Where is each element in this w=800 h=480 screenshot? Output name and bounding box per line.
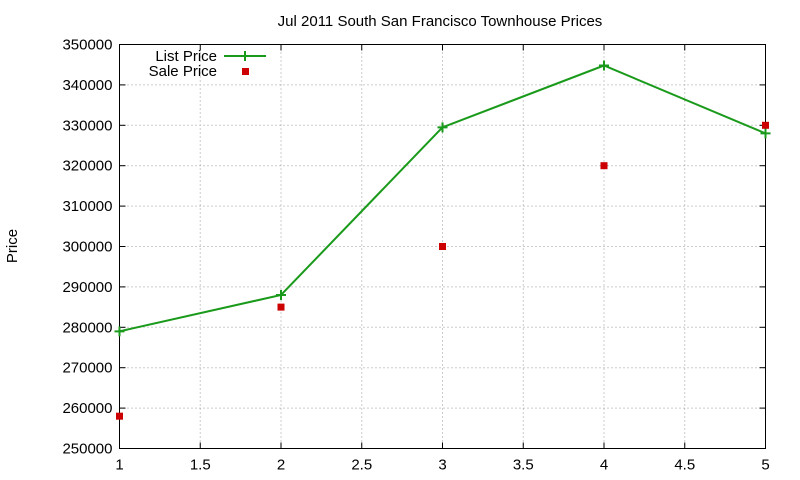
x-tick-label: 3.5 xyxy=(513,457,534,474)
legend-label-list-price: List Price xyxy=(155,48,217,65)
list-price-point xyxy=(437,122,448,133)
legend: List Price Sale Price xyxy=(149,48,266,80)
x-tick-label: 3 xyxy=(438,457,446,474)
x-tick-label: 1 xyxy=(115,457,123,474)
sale-price-point xyxy=(762,121,769,129)
x-tick-label: 5 xyxy=(761,457,769,474)
legend-label-sale-price: Sale Price xyxy=(149,63,217,80)
grid xyxy=(119,44,766,449)
legend-marker-list-price xyxy=(240,51,250,61)
y-tick-label: 290000 xyxy=(62,279,112,296)
x-tick-label: 4.5 xyxy=(674,457,695,474)
y-axis-label: Price xyxy=(4,229,21,263)
axis-ticks: 1 1.5 2 2.5 3 3.5 4 4.5 5 250000 260000 270000 28000… xyxy=(62,37,769,474)
y-tick-label: 270000 xyxy=(62,360,112,377)
sale-price-point xyxy=(116,412,123,420)
legend-marker-sale-price xyxy=(242,68,249,75)
list-price-point xyxy=(760,128,771,139)
y-tick-label: 350000 xyxy=(62,37,112,54)
x-tick-label: 2.5 xyxy=(351,457,372,474)
list-price-point xyxy=(276,289,286,300)
y-tick-label: 300000 xyxy=(62,239,112,256)
y-tick-label: 280000 xyxy=(62,319,112,336)
x-tick-label: 1.5 xyxy=(190,457,211,474)
y-tick-label: 250000 xyxy=(62,441,112,458)
chart-title: Jul 2011 South San Francisco Townhouse P… xyxy=(278,13,603,30)
y-tick-label: 310000 xyxy=(62,198,112,215)
sale-price-point xyxy=(277,303,285,311)
y-tick-label: 340000 xyxy=(62,77,112,94)
sale-price-point xyxy=(439,243,446,250)
y-tick-label: 260000 xyxy=(62,400,112,417)
sale-price-point xyxy=(600,162,608,170)
list-price-point xyxy=(114,326,125,337)
list-price-point xyxy=(599,60,609,71)
series xyxy=(114,60,771,420)
x-tick-label: 4 xyxy=(600,457,608,474)
y-tick-label: 330000 xyxy=(62,117,112,134)
x-tick-label: 2 xyxy=(277,457,285,474)
y-tick-label: 320000 xyxy=(62,158,112,175)
